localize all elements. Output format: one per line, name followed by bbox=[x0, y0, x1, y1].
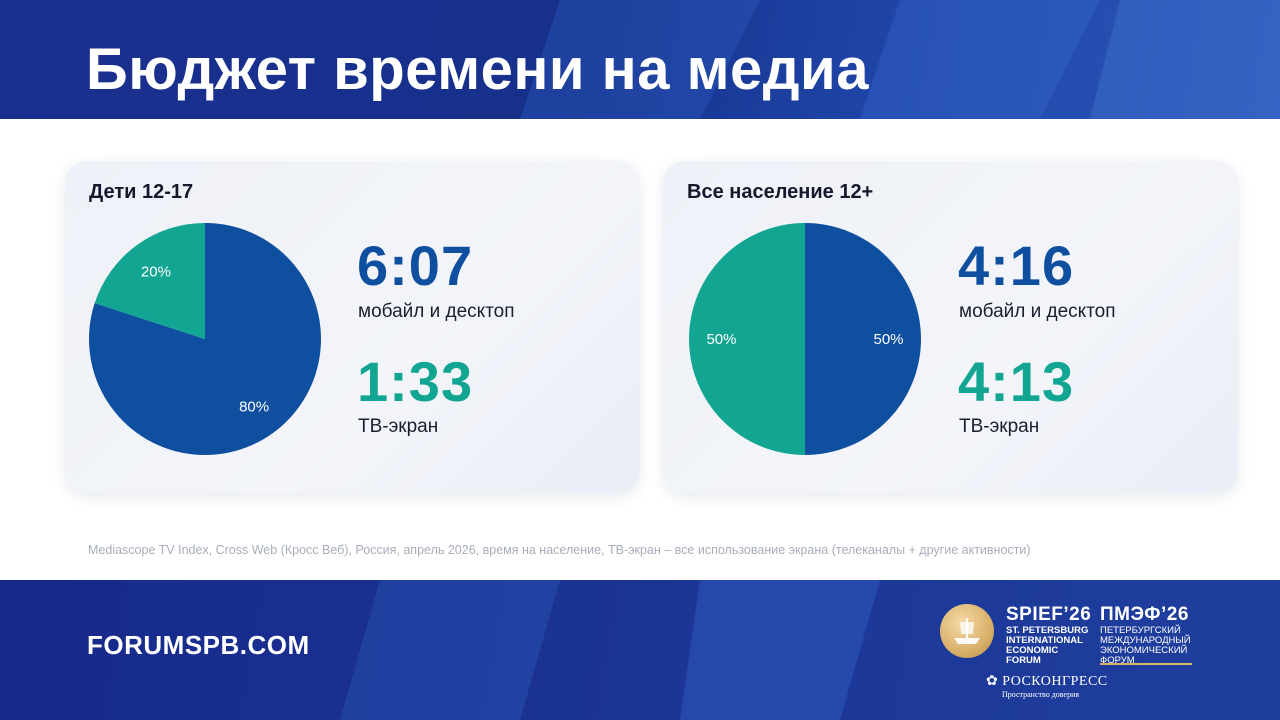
pie-slice-1 bbox=[94, 223, 205, 339]
footer-decoration bbox=[340, 580, 880, 720]
card-kids: Дети 12-17 80% 20% 6:07 мобайл и десктоп … bbox=[65, 161, 640, 493]
logo-divider bbox=[1100, 663, 1192, 665]
roscongress-logo: ✿ РОСКОНГРЕСС Пространство доверия bbox=[986, 674, 1108, 699]
forum-seal-logo bbox=[940, 604, 994, 658]
tv-time-value: 1:33 bbox=[357, 350, 474, 413]
pie-slice-label-0: 80% bbox=[239, 399, 269, 416]
pie-slice-0 bbox=[88, 223, 321, 455]
card-population: Все население 12+ 50% 50% 4:16 мобайл и д… bbox=[663, 161, 1238, 493]
flower-icon: ✿ bbox=[986, 674, 999, 689]
source-footnote: Mediascope TV Index, Cross Web (Кросс Ве… bbox=[88, 543, 1031, 557]
pie-slice-1 bbox=[689, 223, 805, 455]
tv-time-label: ТВ-экран bbox=[358, 416, 439, 437]
spief-logo-en: SPIEF’26 ST. PETERSBURG INTERNATIONAL EC… bbox=[1006, 604, 1092, 666]
pie-chart-population: 50% 50% bbox=[689, 223, 921, 455]
mobile-time-label: мобайл и десктоп bbox=[959, 301, 1116, 322]
tv-time-value: 4:13 bbox=[958, 350, 1075, 413]
tv-time-label: ТВ-экран bbox=[959, 416, 1040, 437]
pie-slice-0 bbox=[805, 223, 921, 455]
header-band: Бюджет времени на медиа bbox=[0, 0, 1280, 119]
mobile-time-value: 6:07 bbox=[357, 234, 474, 297]
pie-slice-label-1: 50% bbox=[706, 331, 736, 348]
spief-logo-ru: ПМЭФ’26 ПЕТЕРБУРГСКИЙ МЕЖДУНАРОДНЫЙ ЭКОН… bbox=[1100, 604, 1191, 666]
ship-icon bbox=[954, 618, 980, 644]
pie-chart-kids: 80% 20% bbox=[88, 223, 321, 455]
pie-slice-label-1: 20% bbox=[141, 263, 171, 280]
card-title: Дети 12-17 bbox=[89, 181, 194, 203]
forum-site-link[interactable]: FORUMSPB.COM bbox=[87, 630, 310, 660]
card-title: Все население 12+ bbox=[687, 181, 874, 203]
mobile-time-label: мобайл и десктоп bbox=[358, 301, 515, 322]
footer-band bbox=[0, 580, 1280, 720]
page-title: Бюджет времени на медиа bbox=[86, 37, 869, 102]
mobile-time-value: 4:16 bbox=[958, 234, 1075, 297]
header-decoration bbox=[520, 0, 1280, 119]
pie-slice-label-0: 50% bbox=[874, 331, 904, 348]
